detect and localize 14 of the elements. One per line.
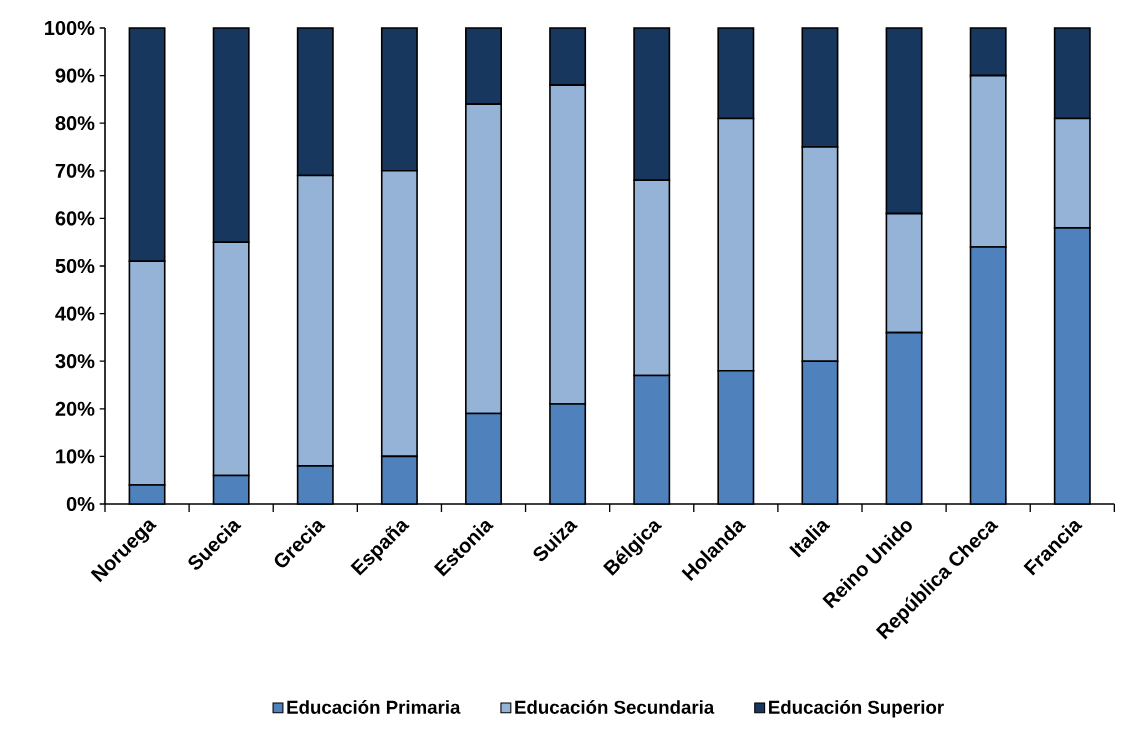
- y-tick-label: 40%: [55, 306, 95, 321]
- legend-label: Educación Superior: [769, 699, 944, 718]
- y-tick-label: 30%: [55, 354, 95, 369]
- y-tick-label: 80%: [55, 116, 95, 131]
- y-tick-label: 90%: [55, 68, 95, 83]
- y-tick-label: 50%: [55, 258, 95, 274]
- legend-label: Educación Primaria: [287, 699, 461, 714]
- y-tick-label: 0%: [66, 496, 95, 512]
- y-tick-label: 20%: [55, 401, 95, 416]
- y-tick-label: 70%: [55, 163, 95, 178]
- y-tick-label: 60%: [55, 211, 95, 226]
- legend-label: Educación Secundaria: [515, 699, 715, 714]
- y-tick-label: 10%: [56, 449, 95, 464]
- y-tick-label: 100%: [45, 20, 95, 36]
